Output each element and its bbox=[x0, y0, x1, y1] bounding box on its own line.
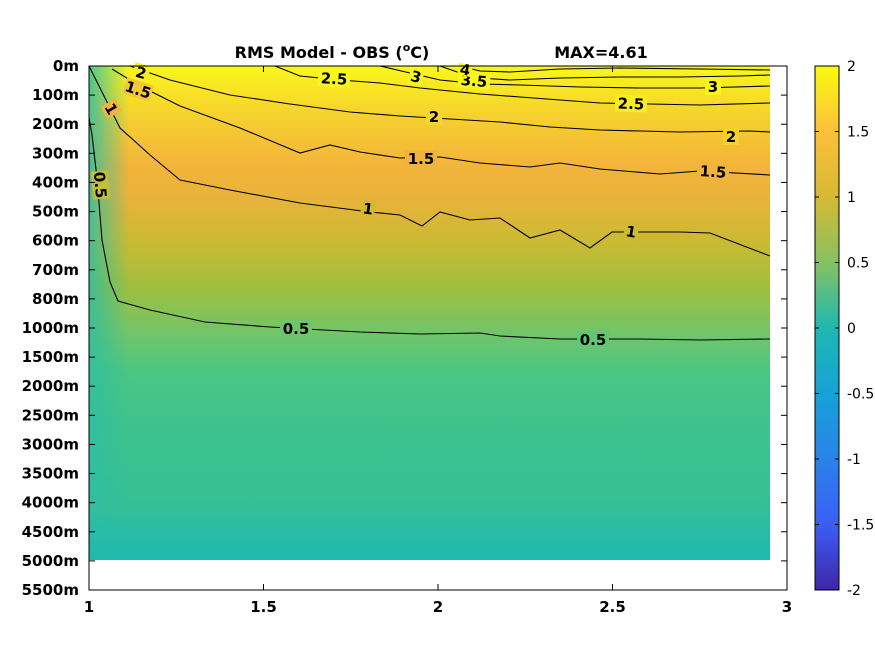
colorbar-tick-label: -0.5 bbox=[847, 387, 874, 403]
contour-label-bg bbox=[407, 66, 426, 87]
contour-label: 1 bbox=[624, 222, 637, 242]
contour-label: 1.5 bbox=[408, 150, 435, 168]
contour-label-bg bbox=[405, 150, 437, 167]
contour-label-bg bbox=[577, 331, 609, 348]
contour-label-bg bbox=[723, 128, 739, 145]
contour-label-bg bbox=[317, 69, 351, 88]
colorbar-tick-label: -2 bbox=[847, 583, 861, 599]
y-tick-label: 600m bbox=[32, 232, 79, 250]
y-tick-label: 1500m bbox=[22, 348, 79, 366]
x-tick-label: 2.5 bbox=[599, 598, 626, 616]
contour-label-bg bbox=[122, 77, 155, 102]
axes: 0m 100m 200m 300m 400m 500m 600m 700m 800m 1000m 1… bbox=[22, 57, 793, 616]
contour-label: 1 bbox=[362, 199, 375, 218]
contour-label: 2 bbox=[429, 108, 439, 126]
y-tick-label: 100m bbox=[32, 86, 79, 104]
contour-label: 1.5 bbox=[699, 162, 727, 182]
y-tick-label: 800m bbox=[32, 290, 79, 308]
colorbar-tick-label: -1 bbox=[847, 452, 861, 468]
contour-label-bg bbox=[100, 98, 123, 120]
y-tick-label: 300m bbox=[32, 144, 79, 162]
y-tick-label: 4000m bbox=[22, 494, 79, 512]
contour-label-bg bbox=[696, 161, 730, 182]
y-tick-label: 700m bbox=[32, 261, 79, 279]
contour-label: 2 bbox=[134, 63, 149, 83]
x-tick-label: 1.5 bbox=[250, 598, 277, 616]
y-tick-label: 2500m bbox=[22, 406, 79, 424]
contour-label-bg bbox=[90, 170, 111, 200]
chart-title: RMS Model - OBS (oC) bbox=[235, 41, 430, 62]
y-tick-label: 5500m bbox=[22, 581, 79, 599]
colorbar-tick-label: -1.5 bbox=[847, 518, 874, 534]
contour-line bbox=[459, 65, 771, 73]
y-tick-label: 4500m bbox=[22, 523, 79, 541]
y-tick-label: 500m bbox=[32, 203, 79, 221]
x-tick-label: 1 bbox=[84, 598, 94, 616]
contour-label-bg bbox=[426, 108, 442, 125]
contour-label-bg bbox=[359, 199, 377, 218]
contour-label-bg bbox=[131, 62, 152, 83]
y-tick-label: 3000m bbox=[22, 435, 79, 453]
y-axis-ticks: 0m 100m 200m 300m 400m 500m 600m 700m 800m 1000m 1… bbox=[22, 57, 787, 599]
colorbar-tick-label: 1 bbox=[847, 190, 856, 206]
colorbar-tick-label: 0.5 bbox=[847, 256, 869, 272]
data-field-left-shade bbox=[89, 66, 129, 560]
contour-label: 0.5 bbox=[580, 331, 607, 349]
y-tick-label: 200m bbox=[32, 115, 79, 133]
contour-label: 0.5 bbox=[90, 171, 110, 199]
contour-label: 3 bbox=[708, 78, 718, 96]
colorbar-tick-label: 2 bbox=[847, 59, 856, 75]
y-tick-label: 400m bbox=[32, 173, 79, 191]
contour-label-bg bbox=[705, 78, 721, 95]
x-tick-label: 3 bbox=[782, 598, 792, 616]
contour-line bbox=[88, 65, 771, 257]
contour-label: 2.5 bbox=[617, 95, 644, 114]
contour-label-bg bbox=[280, 320, 312, 337]
contour-label: 0.5 bbox=[283, 320, 310, 338]
max-annotation: MAX=4.61 bbox=[554, 43, 648, 62]
contour-label: 2.5 bbox=[320, 69, 347, 88]
contour-label: 4 bbox=[458, 60, 471, 80]
contour-label-bg bbox=[614, 94, 648, 113]
plot-area bbox=[89, 66, 770, 560]
colorbar-ticks: 2 1.5 1 0.5 0 -0.5 -1 -1.5 -2 bbox=[815, 59, 874, 599]
colorbar: 2 1.5 1 0.5 0 -0.5 -1 -1.5 -2 bbox=[814, 59, 874, 599]
contour-label: 2 bbox=[726, 128, 736, 146]
x-axis-ticks: 1 1.5 2 2.5 3 bbox=[84, 66, 792, 616]
y-tick-label: 0m bbox=[53, 57, 79, 75]
y-tick-label: 3500m bbox=[22, 465, 79, 483]
y-tick-label: 5000m bbox=[22, 552, 79, 570]
y-tick-label: 1000m bbox=[22, 319, 79, 337]
colorbar-tick-label: 1.5 bbox=[847, 125, 869, 141]
contour-line bbox=[129, 65, 771, 133]
data-field bbox=[89, 66, 770, 560]
x-tick-label: 2 bbox=[433, 598, 443, 616]
data-field-bottom-shade bbox=[89, 505, 770, 560]
colorbar-tick-label: 0 bbox=[847, 321, 856, 337]
contour-label-bg bbox=[622, 221, 640, 242]
contour-label: 3 bbox=[409, 67, 424, 87]
y-tick-label: 2000m bbox=[22, 377, 79, 395]
